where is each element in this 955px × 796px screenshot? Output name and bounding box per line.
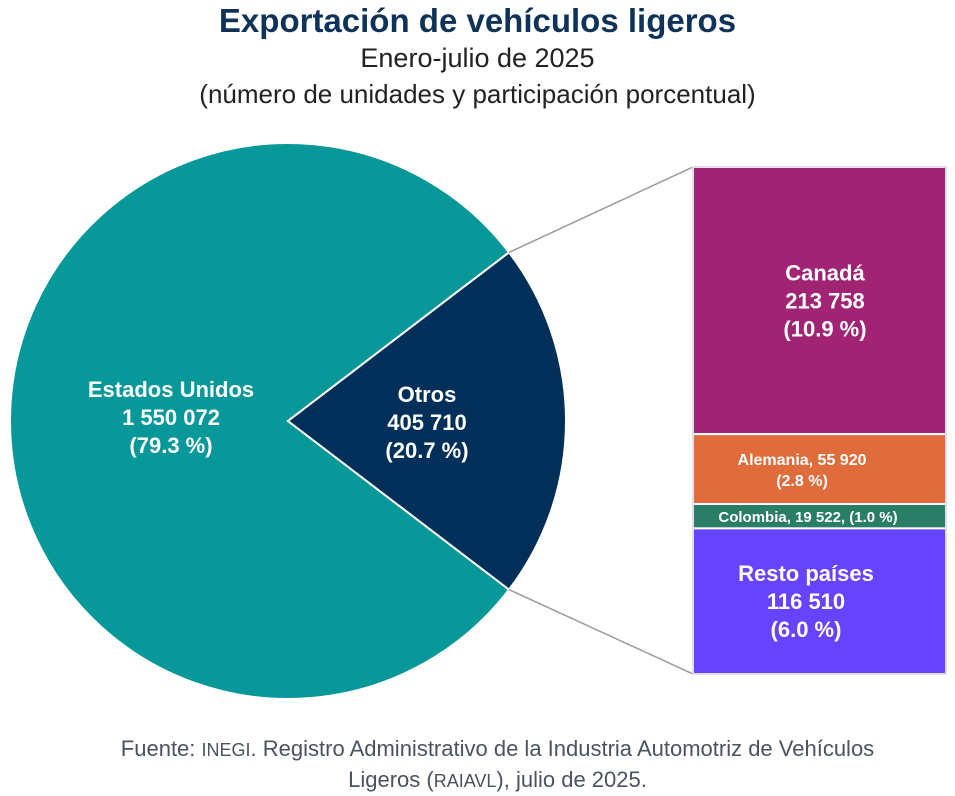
- bar-label-resto-line-3: (6.0 %): [771, 617, 842, 642]
- source-prefix: Fuente:: [120, 736, 202, 761]
- pie-label-estados-unidos-line-1: Estados Unidos: [88, 377, 254, 402]
- source-org: INEGI: [201, 740, 251, 760]
- connector-line-top: [508, 166, 694, 254]
- bar-frame: [692, 166, 947, 675]
- bar-label-alemania-line-1: Alemania, 55 920: [738, 452, 867, 469]
- pie-slice-estados-unidos: [9, 142, 511, 700]
- source-text-1: . Registro Administrativo de la Industri…: [250, 736, 875, 761]
- pie-label-otros-line-3: (20.7 %): [385, 438, 468, 463]
- bar-label-canada-line-1: Canadá: [785, 261, 865, 286]
- bar-label-canada-line-3: (10.9 %): [783, 317, 866, 342]
- units-note: (número de unidades y participación porc…: [199, 79, 756, 109]
- source-note: Fuente: INEGI. Registro Administrativo d…: [40, 734, 955, 796]
- chart-title: Exportación de vehículos ligeros: [218, 2, 737, 39]
- connector-line-bottom: [508, 588, 694, 675]
- pie-label-otros-line-1: Otros: [398, 382, 457, 407]
- bar-segment-resto: [692, 527, 947, 675]
- pie-of-bar-chart: Estados Unidos 1 550 072 (79.3 %) Otros 405 …: [9, 142, 947, 700]
- pie-slice-otros: [286, 250, 567, 592]
- bar-label-canada-line-2: 213 758: [785, 289, 865, 314]
- bar-segment-colombia: [692, 503, 947, 530]
- bar-label-resto-line-2: 116 510: [767, 589, 845, 614]
- bar-label-alemania-line-2: (2.8 %): [776, 473, 828, 490]
- pie-label-otros-line-2: 405 710: [387, 410, 467, 435]
- bar-label-colombia-line-1: Colombia, 19 522, (1.0 %): [718, 509, 897, 526]
- source-text-3: ), julio de 2025.: [496, 767, 647, 792]
- source-acronym: RAIAVL: [433, 771, 497, 791]
- bar-label-resto-line-1: Resto países: [738, 561, 874, 586]
- source-text-2: Ligeros (: [348, 767, 434, 792]
- pie-label-estados-unidos-line-3: (79.3 %): [129, 433, 212, 458]
- pie-label-estados-unidos-line-2: 1 550 072: [122, 405, 220, 430]
- chart-subtitle: Enero-julio de 2025: [360, 43, 595, 73]
